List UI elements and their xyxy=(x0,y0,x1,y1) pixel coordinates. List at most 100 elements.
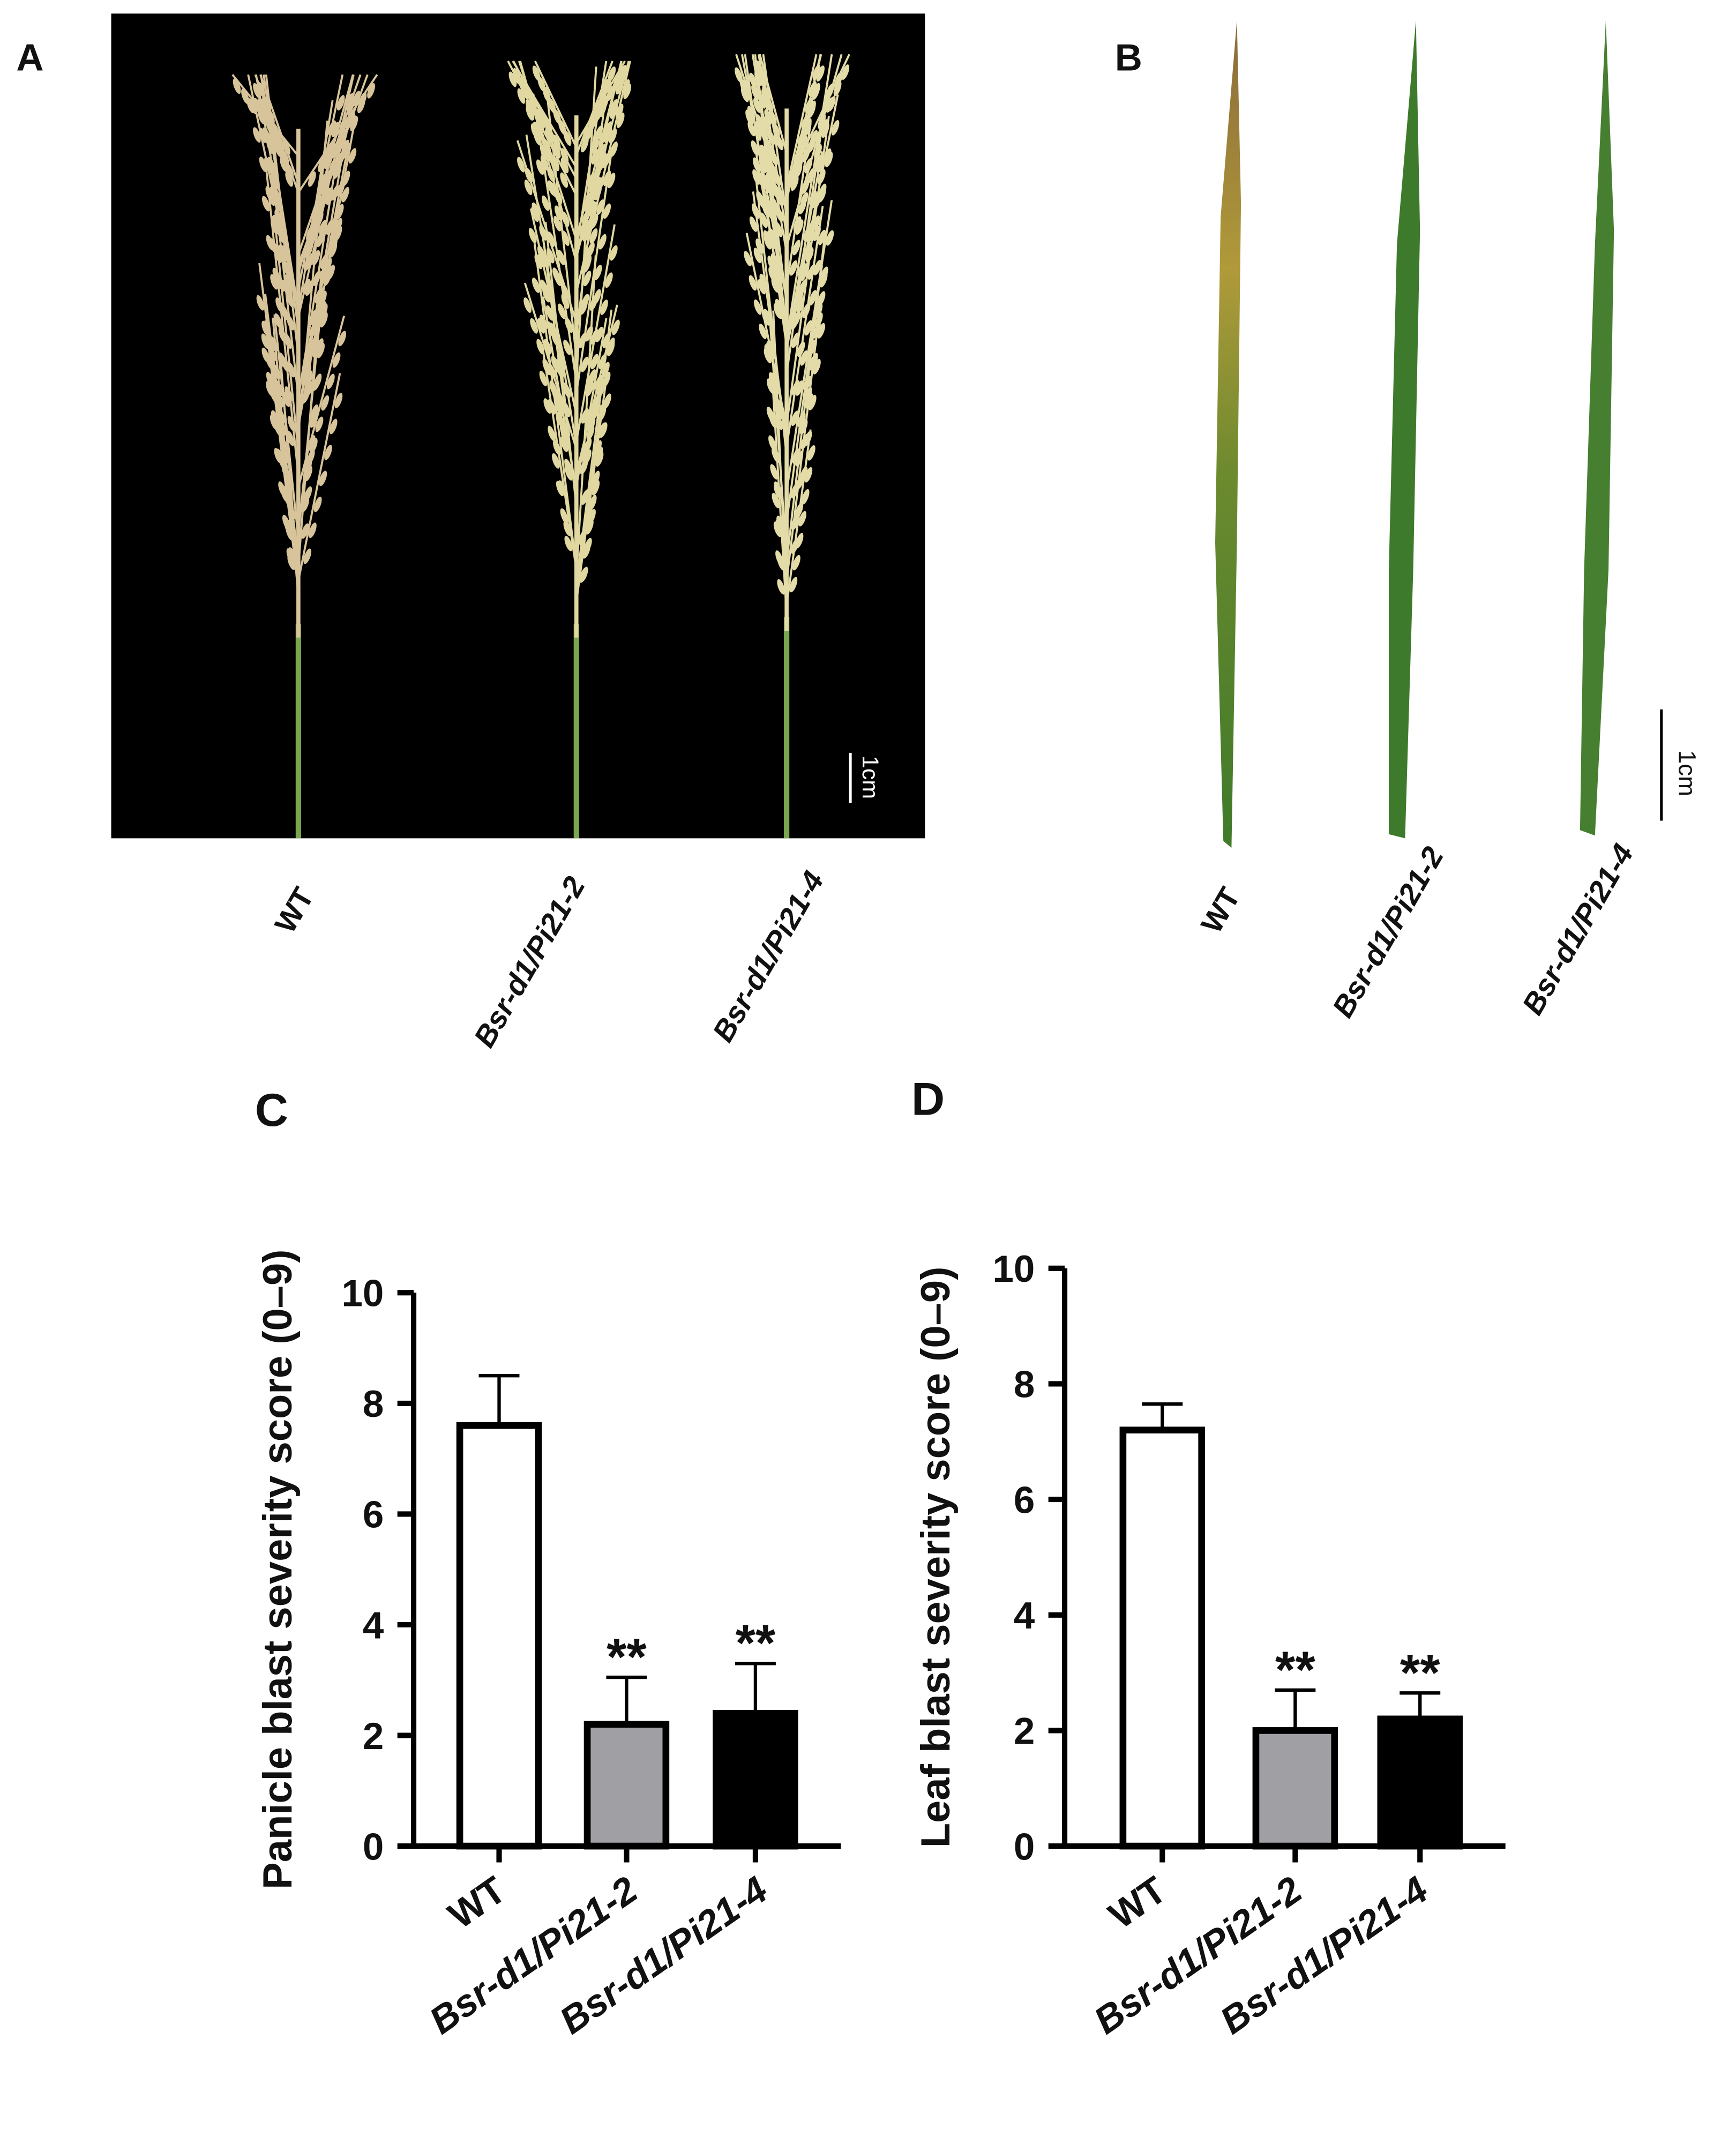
panicle-branch xyxy=(785,54,818,188)
spikelet xyxy=(791,314,799,330)
spikelet xyxy=(318,301,327,317)
panicle-branch xyxy=(254,74,300,193)
spikelet xyxy=(799,136,807,151)
spikelet xyxy=(749,72,757,88)
spikelet xyxy=(348,148,357,164)
spikelet xyxy=(589,228,598,244)
spikelet xyxy=(592,404,600,420)
spikelet xyxy=(325,168,334,183)
spikelet xyxy=(580,299,588,315)
spikelet xyxy=(580,137,589,153)
spikelet xyxy=(598,406,607,422)
spikelet xyxy=(588,369,596,385)
spikelet xyxy=(537,318,545,334)
y-tick-label: 10 xyxy=(993,1248,1035,1290)
spikelet xyxy=(326,373,335,390)
spikelet xyxy=(768,161,776,177)
spikelet xyxy=(331,122,340,138)
spikelet xyxy=(523,297,532,313)
panicle-branch xyxy=(534,61,578,148)
spikelet xyxy=(308,171,316,187)
y-tick-label: 2 xyxy=(1014,1710,1035,1753)
spikelet xyxy=(326,219,334,235)
y-tick-label: 6 xyxy=(1014,1479,1035,1521)
spikelet xyxy=(338,331,347,347)
spikelet xyxy=(306,449,315,465)
panicle-branch xyxy=(785,200,833,491)
spikelet xyxy=(334,226,342,242)
spikelet xyxy=(805,247,814,263)
panicle-branch xyxy=(533,243,578,568)
spikelet xyxy=(319,290,327,307)
spikelet xyxy=(543,339,552,355)
bar xyxy=(713,1709,798,1850)
spikelet xyxy=(545,128,553,144)
y-axis-label: Leaf blast severity score (0–9) xyxy=(913,1267,959,1848)
spikelet xyxy=(770,464,779,480)
spikelet xyxy=(594,265,602,280)
spikelet xyxy=(309,522,317,539)
spikelet xyxy=(826,97,834,113)
spikelet xyxy=(332,143,341,159)
spikelet xyxy=(607,85,615,101)
spikelet xyxy=(267,190,275,206)
spikelet xyxy=(329,419,338,435)
spikelet xyxy=(253,98,261,114)
spikelet xyxy=(594,101,602,117)
panicle-branch xyxy=(575,148,613,394)
spikelet xyxy=(329,242,338,258)
spikelet xyxy=(587,200,596,216)
spikelet xyxy=(556,401,564,417)
panicle-branch xyxy=(575,224,616,442)
panicle-branch xyxy=(741,54,788,301)
spikelet xyxy=(549,323,558,338)
panicle-branch xyxy=(575,61,623,257)
panicle-branch xyxy=(785,54,833,340)
y-tick-label: 8 xyxy=(363,1383,384,1425)
spikelet xyxy=(525,167,533,183)
spikelet xyxy=(589,295,598,311)
spikelet xyxy=(352,91,361,107)
scale-bar-label: 1cm xyxy=(1674,750,1701,796)
spikelet xyxy=(791,514,799,531)
spikelet xyxy=(754,70,762,86)
spikelet xyxy=(772,492,780,509)
spikelet xyxy=(338,127,346,143)
spikelet xyxy=(777,579,785,595)
spikelet xyxy=(341,186,349,203)
spikelet xyxy=(256,295,265,311)
spikelet xyxy=(565,465,573,481)
significance-marker: ** xyxy=(607,1628,647,1686)
spikelet xyxy=(804,118,812,134)
spikelet xyxy=(744,251,752,267)
spikelet xyxy=(581,408,589,424)
spikelet xyxy=(799,266,808,281)
panel-label: D xyxy=(911,1074,945,1125)
spikelet xyxy=(582,225,590,241)
spikelet xyxy=(767,233,776,249)
spikelet xyxy=(320,253,328,270)
spikelet xyxy=(593,176,601,192)
spikelet xyxy=(814,312,823,328)
spikelet xyxy=(246,98,255,114)
spikelet xyxy=(791,410,799,426)
spikelet xyxy=(598,422,607,438)
spikelet xyxy=(812,83,820,99)
spikelet xyxy=(528,228,537,244)
spikelet xyxy=(554,189,563,205)
spikelet xyxy=(517,156,525,173)
spikelet xyxy=(548,425,556,442)
spikelet xyxy=(286,274,294,290)
spikelet xyxy=(303,548,312,564)
spikelet xyxy=(552,453,560,469)
spikelet xyxy=(317,342,325,358)
spikelet xyxy=(262,127,271,143)
spikelet xyxy=(332,352,341,368)
spikelet xyxy=(324,257,332,273)
spikelet xyxy=(776,516,784,532)
spikelet xyxy=(600,300,608,315)
panicle-branch xyxy=(575,304,618,474)
panicle-branch xyxy=(297,373,341,581)
panicles xyxy=(231,54,850,839)
spikelet xyxy=(529,99,537,115)
